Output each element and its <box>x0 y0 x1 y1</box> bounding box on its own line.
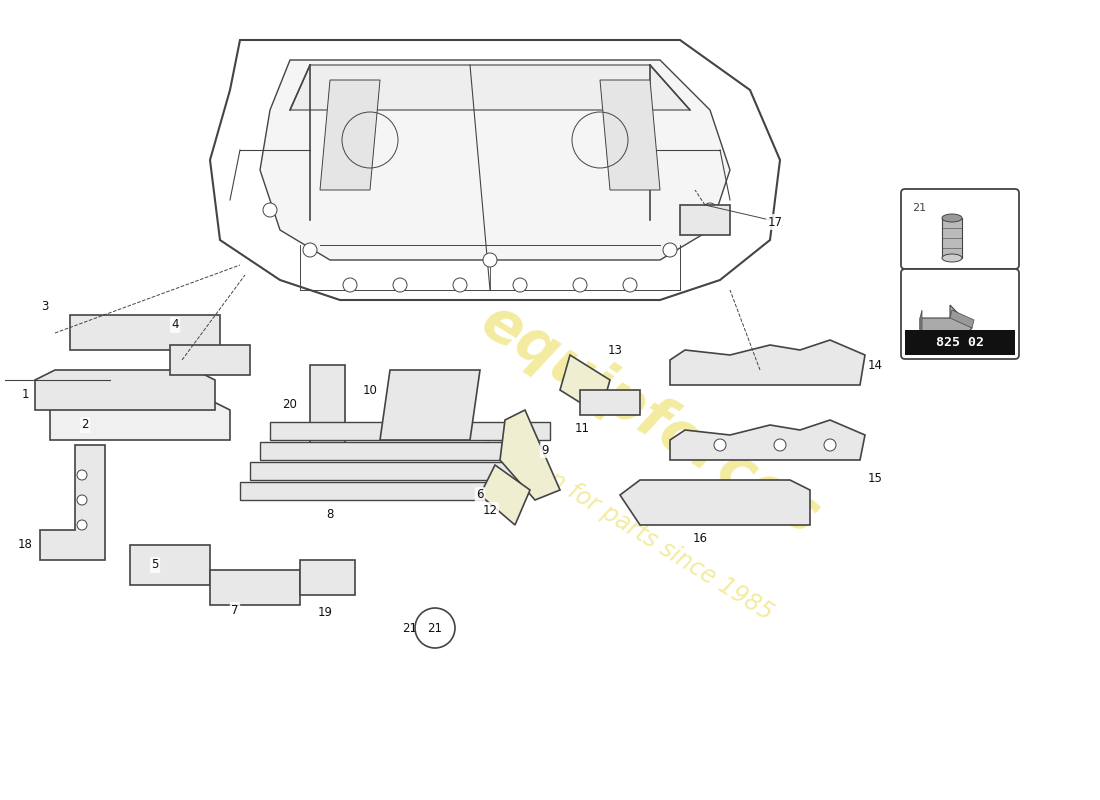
Circle shape <box>263 203 277 217</box>
Polygon shape <box>920 310 922 338</box>
Polygon shape <box>942 218 962 258</box>
Polygon shape <box>670 420 865 460</box>
Polygon shape <box>500 410 560 500</box>
FancyBboxPatch shape <box>901 269 1019 359</box>
Polygon shape <box>240 482 520 500</box>
Polygon shape <box>35 370 214 410</box>
Polygon shape <box>580 390 640 415</box>
Circle shape <box>77 520 87 530</box>
Circle shape <box>573 278 587 292</box>
Text: 16: 16 <box>693 531 707 545</box>
Text: 4: 4 <box>172 318 178 331</box>
Polygon shape <box>70 315 220 350</box>
Text: 21: 21 <box>403 622 418 634</box>
Text: 5: 5 <box>152 558 158 571</box>
Circle shape <box>483 253 497 267</box>
Text: a passion for parts since 1985: a passion for parts since 1985 <box>462 415 778 625</box>
Polygon shape <box>680 205 730 235</box>
Polygon shape <box>260 442 540 460</box>
Text: 8: 8 <box>327 509 333 522</box>
Text: 3: 3 <box>42 301 48 314</box>
Polygon shape <box>310 365 345 445</box>
Text: equipforces: equipforces <box>471 293 829 547</box>
Polygon shape <box>170 345 250 375</box>
Polygon shape <box>250 462 530 480</box>
Text: 825 02: 825 02 <box>936 336 985 349</box>
FancyBboxPatch shape <box>901 189 1019 269</box>
Text: 20: 20 <box>283 398 297 411</box>
Polygon shape <box>320 80 379 190</box>
Polygon shape <box>270 422 550 440</box>
Circle shape <box>714 439 726 451</box>
Text: 15: 15 <box>868 471 882 485</box>
Text: 21: 21 <box>912 203 926 213</box>
Text: 7: 7 <box>231 603 239 617</box>
Text: 17: 17 <box>768 215 782 229</box>
Circle shape <box>663 243 676 257</box>
Circle shape <box>703 203 717 217</box>
Polygon shape <box>560 355 610 415</box>
Polygon shape <box>379 370 480 440</box>
Text: 18: 18 <box>18 538 32 551</box>
Polygon shape <box>670 340 865 385</box>
Polygon shape <box>210 570 300 605</box>
Polygon shape <box>130 545 210 585</box>
Circle shape <box>824 439 836 451</box>
Circle shape <box>343 278 358 292</box>
Text: 13: 13 <box>607 343 623 357</box>
Text: 9: 9 <box>541 443 549 457</box>
Polygon shape <box>260 60 730 260</box>
Text: 2: 2 <box>81 418 89 431</box>
Ellipse shape <box>942 254 962 262</box>
Polygon shape <box>300 560 355 595</box>
Circle shape <box>393 278 407 292</box>
Polygon shape <box>480 465 530 525</box>
Polygon shape <box>600 80 660 190</box>
Text: 1: 1 <box>21 389 29 402</box>
Circle shape <box>453 278 468 292</box>
Polygon shape <box>50 400 230 440</box>
Bar <box>905 330 1015 355</box>
Polygon shape <box>290 65 690 110</box>
Circle shape <box>774 439 786 451</box>
Text: 6: 6 <box>476 489 484 502</box>
Polygon shape <box>920 305 972 351</box>
Polygon shape <box>620 480 810 525</box>
Text: 10: 10 <box>363 383 377 397</box>
Text: 19: 19 <box>318 606 332 618</box>
Circle shape <box>513 278 527 292</box>
Polygon shape <box>40 445 104 560</box>
Circle shape <box>623 278 637 292</box>
Text: 11: 11 <box>574 422 590 434</box>
Polygon shape <box>950 310 974 328</box>
Ellipse shape <box>942 214 962 222</box>
Circle shape <box>302 243 317 257</box>
Circle shape <box>77 495 87 505</box>
Circle shape <box>77 470 87 480</box>
Text: 21: 21 <box>428 622 442 634</box>
Text: 12: 12 <box>483 503 497 517</box>
Text: 14: 14 <box>868 358 882 371</box>
